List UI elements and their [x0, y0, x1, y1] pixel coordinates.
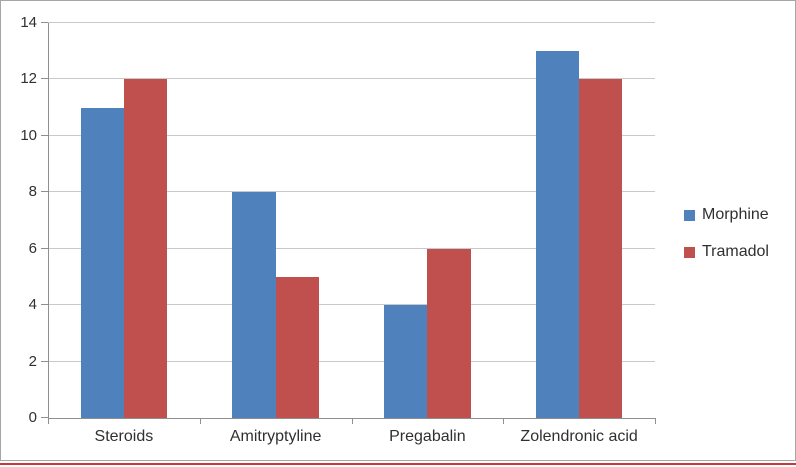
y-axis-line — [48, 23, 49, 419]
legend-item-morphine: Morphine — [684, 206, 769, 224]
gridline-y-10 — [48, 134, 655, 136]
y-axis-tick — [41, 417, 48, 418]
y-axis-tick — [41, 134, 48, 136]
y-axis-tick-label: 14 — [20, 14, 37, 31]
y-axis-tick-label: 2 — [28, 352, 37, 370]
y-axis-tick — [41, 360, 48, 362]
x-axis-category-label: Pregabalin — [389, 428, 466, 445]
bar-morphine-amitryptyline — [232, 192, 276, 418]
y-axis-tick — [41, 304, 48, 306]
y-axis-tick-label: 6 — [28, 239, 37, 257]
y-axis-tick-label: 10 — [20, 126, 37, 144]
bar-morphine-steroids — [80, 107, 124, 418]
legend-swatch-icon — [684, 209, 695, 221]
x-axis-tick — [199, 418, 201, 424]
legend-label: Tramadol — [702, 243, 769, 260]
y-axis-tick — [41, 191, 48, 193]
bar-tramadol-amitryptyline — [275, 276, 319, 418]
gridline-y-8 — [48, 191, 655, 193]
x-axis-tick — [503, 418, 505, 424]
y-axis-tick — [41, 22, 48, 23]
y-axis-tick-label: 8 — [28, 183, 37, 201]
x-axis-category-label: Amitryptyline — [229, 428, 322, 445]
bar-morphine-pregabalin — [384, 305, 428, 418]
y-axis-tick — [41, 247, 48, 249]
bar-tramadol-pregabalin — [427, 248, 471, 418]
legend-item-tramadol: Tramadol — [684, 243, 769, 261]
bar-tramadol-zolendronic-acid — [579, 79, 623, 418]
y-axis-tick-label: 4 — [28, 296, 37, 314]
bar-tramadol-steroids — [123, 79, 168, 418]
gridline-y-12 — [48, 78, 655, 80]
x-axis-tick — [351, 418, 353, 424]
x-axis-category-label: Steroids — [94, 428, 154, 445]
gridline-y-2 — [48, 360, 655, 362]
y-axis-tick-label: 12 — [20, 70, 37, 88]
legend-label: Morphine — [702, 206, 769, 223]
x-axis-category-label: Zolendronic acid — [520, 428, 638, 445]
red-bottom-rule — [0, 463, 796, 465]
x-axis-tick — [48, 418, 49, 424]
bar-morphine-zolendronic-acid — [535, 51, 580, 418]
y-axis-tick — [41, 78, 48, 80]
gridline-y-4 — [48, 304, 655, 306]
y-axis-tick-label: 0 — [28, 409, 37, 426]
x-axis-tick — [655, 418, 656, 424]
legend-swatch-icon — [684, 246, 695, 258]
gridline-y-14 — [48, 22, 655, 23]
gridline-y-6 — [48, 247, 655, 249]
chart-legend: Morphine Tramadol — [684, 206, 769, 280]
